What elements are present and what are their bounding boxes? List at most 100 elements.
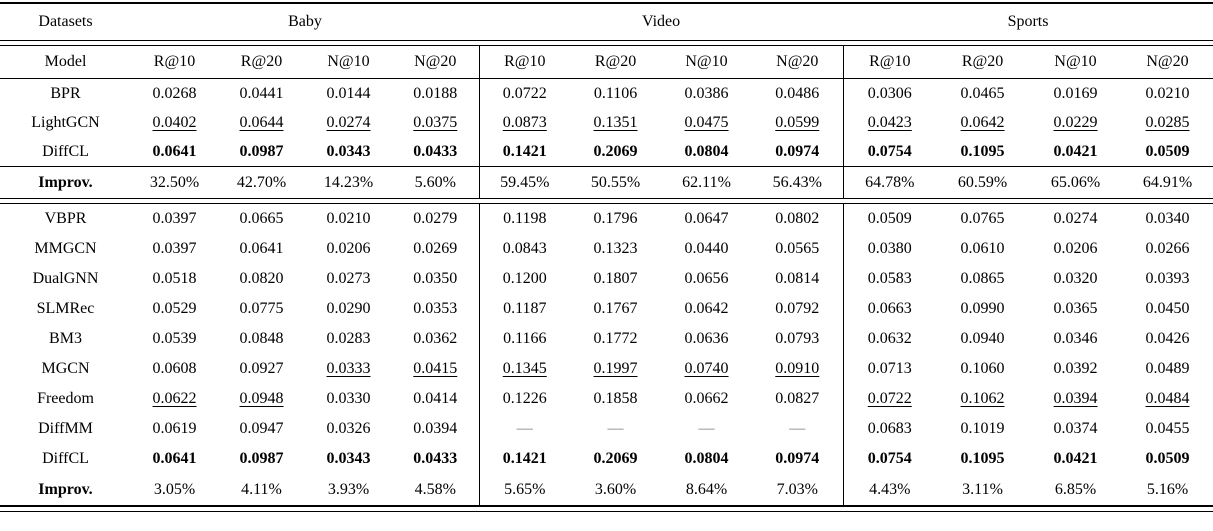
model-name-slmrec: SLMRec — [36, 300, 95, 317]
metric-value: 0.0440 — [684, 240, 729, 257]
row-lightgcn: LightGCN 0.0402 0.0644 0.0274 0.0375 0.0873 0.… — [0, 108, 1213, 137]
metric-value: 0.0374 — [1053, 420, 1098, 437]
metric-value: 0.0423 — [842, 108, 937, 137]
metric-value: 0.0285 — [1145, 113, 1190, 131]
metric-value: — — [478, 414, 571, 444]
metric-value: 0.0229 — [1053, 113, 1098, 131]
row-bpr: BPR 0.0268 0.0441 0.0144 0.0188 0.0722 0.1106 0… — [0, 78, 1213, 108]
metric-value: 0.0362 — [413, 330, 458, 347]
metric-value: 0.0346 — [1053, 330, 1098, 347]
improv-value: 62.11% — [661, 166, 753, 199]
metric-value: 0.0509 — [842, 203, 937, 234]
model-name-bpr: BPR — [50, 84, 81, 102]
row-improv: Improv. 3.05% 4.11% 3.93% 4.58% 5.65% 3.60% 8.6… — [0, 474, 1213, 506]
metric-value: 0.0873 — [478, 108, 571, 137]
metric-value: — — [789, 420, 806, 437]
metric-value: 0.0509 — [1145, 142, 1190, 160]
metric-value: 0.0848 — [239, 330, 284, 347]
metric-header-r10: R@10 — [478, 45, 571, 79]
metric-value: 0.0722 — [478, 78, 571, 108]
metric-value: 0.0713 — [842, 354, 937, 384]
metric-value: 0.0394 — [1053, 390, 1098, 407]
metric-value: 0.0656 — [684, 270, 729, 287]
metric-value: 0.0974 — [775, 142, 820, 160]
metric-value: 0.0814 — [775, 270, 820, 287]
improv-value: 42.70% — [218, 166, 305, 199]
metric-value: 0.0765 — [960, 210, 1005, 227]
results-table-body: Datasets Baby Video Sports Model R@10 R@20 N@10… — [0, 3, 1213, 512]
improv-value: 59.45% — [478, 166, 571, 199]
metric-value: 0.0414 — [413, 390, 458, 407]
metric-value: 0.1095 — [960, 450, 1005, 467]
metric-value: 0.1323 — [593, 240, 638, 257]
row-vbpr: VBPR 0.0397 0.0665 0.0210 0.0279 0.1198 0.1796… — [0, 203, 1213, 234]
metric-value: 0.0433 — [413, 142, 458, 160]
metric-value: 0.0843 — [478, 234, 571, 264]
metric-value: 0.0509 — [1145, 450, 1190, 467]
improv-value: 64.91% — [1122, 166, 1213, 199]
metric-value: 0.2069 — [593, 450, 638, 467]
metric-header-n10: N@10 — [305, 45, 392, 79]
metric-value: 0.0397 — [152, 240, 197, 257]
metric-value: 0.0393 — [1145, 270, 1190, 287]
metric-value: 0.0266 — [1145, 240, 1190, 257]
metric-value: 0.0392 — [1053, 360, 1098, 377]
metric-value: 0.0947 — [239, 420, 284, 437]
model-name-bm3: BM3 — [49, 330, 82, 347]
improv-label: Improv. — [38, 480, 93, 498]
metric-value: 0.0268 — [152, 84, 197, 102]
metric-value: 0.0350 — [413, 270, 458, 287]
metric-value: 0.0394 — [413, 420, 458, 437]
metric-value: 0.0583 — [842, 264, 937, 294]
improv-value: 32.50% — [131, 166, 218, 199]
improv-value: 56.43% — [752, 166, 844, 199]
metric-value: 0.1095 — [960, 142, 1005, 160]
metric-value: 0.0641 — [239, 240, 284, 257]
metric-value: 0.0754 — [842, 444, 937, 474]
improv-value: 3.05% — [153, 480, 196, 498]
metric-value: 0.0775 — [239, 300, 284, 317]
improv-value: 5.16% — [1146, 480, 1189, 498]
double-rule — [0, 40, 1213, 46]
metric-value: 0.0484 — [1145, 390, 1190, 407]
improv-value: 4.58% — [414, 480, 456, 498]
metric-value: 0.0940 — [960, 330, 1005, 347]
metric-value: 0.0290 — [326, 300, 371, 317]
row-diffcl: DiffCL 0.0641 0.0987 0.0343 0.0433 0.1421 0.20… — [0, 137, 1213, 167]
metric-value: 0.1187 — [478, 294, 571, 324]
model-name-diffcl: DiffCL — [42, 450, 89, 467]
metric-value: 0.0793 — [775, 330, 820, 347]
metric-value: 0.0987 — [239, 142, 284, 160]
improv-label: Improv. — [0, 166, 131, 199]
metric-value: 0.1226 — [478, 384, 571, 414]
metric-value: 0.0426 — [1145, 330, 1190, 347]
metric-value: 0.0987 — [239, 450, 284, 467]
improv-value: 50.55% — [570, 166, 662, 199]
group-header-video: Video — [641, 13, 681, 30]
metric-value: 0.0802 — [775, 210, 820, 227]
metric-value: 0.0610 — [960, 240, 1005, 257]
metric-value: 0.0375 — [413, 113, 458, 131]
metric-header-n20: N@20 — [752, 45, 844, 79]
improv-value: 6.85% — [1054, 480, 1097, 498]
metric-value: 0.0663 — [842, 294, 937, 324]
metric-value: — — [607, 420, 624, 437]
metric-value: 0.0529 — [152, 300, 197, 317]
metric-value: 0.0475 — [684, 113, 729, 131]
metric-value: 0.0283 — [326, 330, 371, 347]
improv-value: 3.60% — [594, 480, 637, 498]
metric-value: 0.1019 — [960, 420, 1005, 437]
metric-value: 0.0269 — [413, 240, 458, 257]
metric-value: 0.0455 — [1145, 420, 1190, 437]
metric-value: 0.0402 — [152, 113, 197, 131]
metric-value: 0.0927 — [239, 360, 284, 377]
improv-value: 65.06% — [1029, 166, 1123, 199]
metric-value: 0.1062 — [960, 390, 1005, 407]
improv-value: 7.03% — [776, 480, 818, 498]
row-diffmm: DiffMM 0.0619 0.0947 0.0326 0.0394 — — — — 0.0683… — [0, 414, 1213, 444]
metric-value: 0.0326 — [326, 420, 371, 437]
metric-header-n20: N@20 — [392, 45, 480, 79]
metric-value: 0.0210 — [326, 210, 371, 227]
metric-value: 0.0450 — [1145, 300, 1190, 317]
metric-value: 0.0608 — [152, 360, 197, 377]
